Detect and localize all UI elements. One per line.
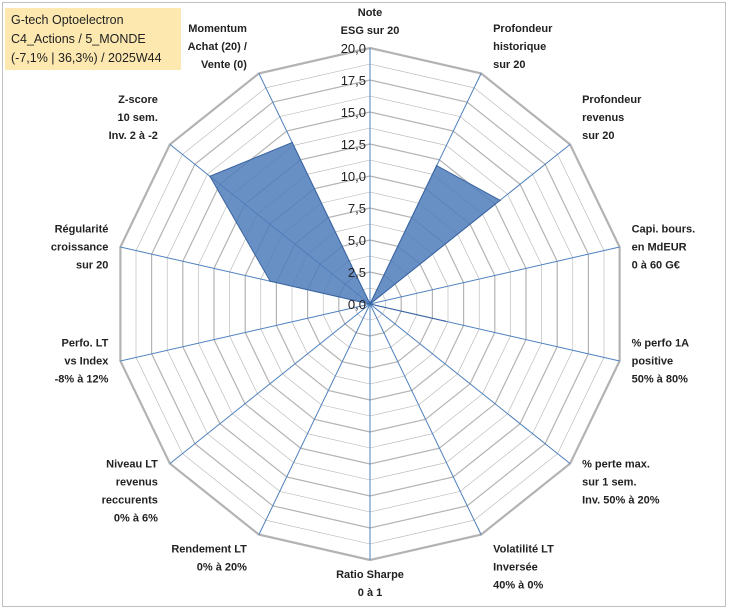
axis-label: Perfo. LT vs Index -8% à 12% <box>55 338 110 386</box>
axis-label: Ratio Sharpe 0 à 1 <box>336 569 404 599</box>
data-point <box>499 199 501 202</box>
axis-spoke <box>258 303 371 535</box>
tick-label: 12,5 <box>341 137 366 152</box>
title-box: G-tech Optoelectron C4_Actions / 5_MONDE… <box>5 8 181 70</box>
radar-series <box>209 141 502 322</box>
axis-label: Momentum Achat (20) / Vente (0) <box>188 23 248 71</box>
axis-label: % perte max. sur 1 sem. Inv. 50% à 20% <box>582 459 660 507</box>
title-line-2: C4_Actions / 5_MONDE <box>11 32 146 46</box>
axis-label: Z-score 10 sem. Inv. 2 à -2 <box>109 94 158 142</box>
axis-label: Volatilité LT Inversée 40% à 0% <box>493 544 554 592</box>
tick-label: 7,5 <box>348 201 366 216</box>
axis-spoke <box>369 246 620 305</box>
tick-label: 10,0 <box>341 169 366 184</box>
axis-spoke <box>120 303 371 362</box>
axis-label: Rendement LT 0% à 20% <box>171 544 247 574</box>
data-point <box>369 303 371 305</box>
data-point <box>269 280 272 283</box>
title-line-3: (-7,1% | 36,3%) / 2025W44 <box>11 51 162 65</box>
tick-label: 15,0 <box>341 105 366 120</box>
tick-label: 20,0 <box>341 41 366 56</box>
tick-label: 2,5 <box>348 265 366 280</box>
axis-label: Profondeur historique sur 20 <box>493 23 553 71</box>
tick-label: 5,0 <box>348 233 366 248</box>
series-area <box>209 141 502 322</box>
axis-label: Capi. bours. en MdEUR 0 à 60 G€ <box>632 224 696 272</box>
axis-label: Note ESG sur 20 <box>341 7 400 37</box>
radar-tick-labels: 0,0 2,5 5,0 7,5 10,0 12,5 15,0 17,5 20,0 <box>341 41 366 312</box>
axis-label: Régularité croissance sur 20 <box>51 224 108 272</box>
axis-spoke <box>169 303 371 464</box>
data-point <box>291 141 294 144</box>
data-point <box>435 164 438 167</box>
tick-label: 17,5 <box>341 73 366 88</box>
data-point <box>209 175 211 178</box>
axis-spoke <box>369 303 482 535</box>
tick-label: 0,0 <box>348 297 366 312</box>
radar-axis-labels: Note ESG sur 20 Profondeur historique sur 20… <box>51 7 695 599</box>
axis-spoke <box>369 303 571 464</box>
axis-label: Profondeur revenus sur 20 <box>582 94 642 142</box>
axis-label: Niveau LT revenus reccurents 0% à 6% <box>102 459 159 525</box>
data-point <box>444 320 446 322</box>
title-line-1: G-tech Optoelectron <box>11 13 124 27</box>
axis-label: % perfo 1A positive 50% à 80% <box>632 338 690 386</box>
